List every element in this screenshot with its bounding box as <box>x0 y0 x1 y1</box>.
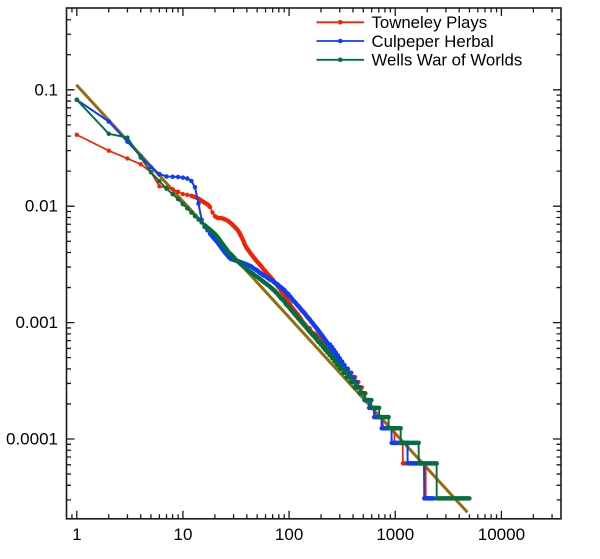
svg-text:100: 100 <box>275 525 303 544</box>
svg-text:Towneley Plays: Towneley Plays <box>372 13 488 32</box>
svg-text:Wells War of Worlds: Wells War of Worlds <box>372 51 523 70</box>
svg-text:Culpeper Herbal: Culpeper Herbal <box>372 32 494 51</box>
svg-text:0.1: 0.1 <box>34 80 58 99</box>
svg-text:0.001: 0.001 <box>15 313 58 332</box>
svg-text:1000: 1000 <box>376 525 414 544</box>
svg-text:10000: 10000 <box>478 525 525 544</box>
svg-text:1: 1 <box>72 525 81 544</box>
svg-text:10: 10 <box>173 525 192 544</box>
svg-text:0.0001: 0.0001 <box>6 430 58 449</box>
svg-text:0.01: 0.01 <box>25 197 58 216</box>
